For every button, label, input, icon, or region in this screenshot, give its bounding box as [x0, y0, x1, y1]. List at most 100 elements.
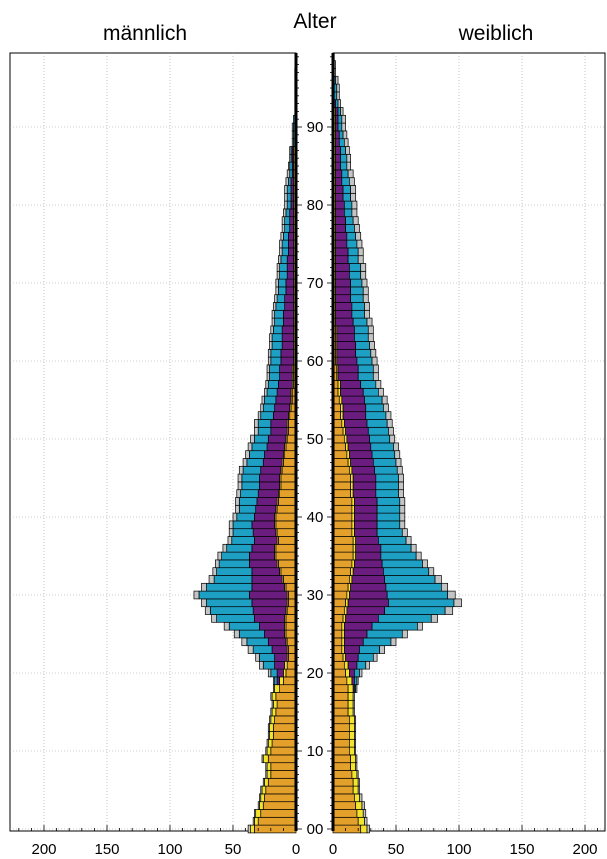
bar-female-age-29-orange: [332, 598, 346, 608]
bar-female-age-69-gray: [362, 286, 369, 296]
bar-female-age-90-teal: [337, 122, 343, 132]
title-age: Alter: [293, 10, 336, 33]
bar-male-age-81-gray: [284, 192, 288, 202]
bar-male-age-9-yellow: [262, 754, 269, 764]
bar-male-age-14-orange: [274, 715, 297, 725]
bar-male-age-68-teal: [276, 294, 286, 303]
bar-male-age-8-orange: [270, 762, 297, 771]
bar-female-age-30-purple: [349, 590, 388, 600]
bar-female-age-90-gray: [341, 122, 346, 132]
bar-male-age-31-purple: [251, 582, 286, 592]
bar-female-age-19-teal: [354, 676, 358, 686]
bar-female-age-89-gray: [342, 130, 348, 140]
bar-female-age-30-gray: [447, 590, 456, 600]
bar-male-age-1-gray: [252, 816, 255, 826]
x-tick-label-female: 200: [572, 841, 597, 858]
bar-male-age-73-gray: [278, 255, 282, 264]
bar-male-age-9-orange: [267, 754, 297, 764]
bar-female-age-88-teal: [338, 138, 345, 147]
bar-female-age-56-purple: [340, 387, 364, 397]
bar-female-age-70-teal: [350, 278, 363, 288]
bar-male-age-46-teal: [242, 465, 262, 475]
bar-male-age-40-gray: [232, 512, 238, 522]
bar-female-age-59-gray: [372, 364, 379, 374]
bar-female-age-66-gray: [364, 309, 370, 319]
bar-male-age-66-purple: [283, 309, 294, 319]
bar-male-age-21-teal: [262, 660, 275, 670]
bar-male-age-73-teal: [280, 255, 288, 264]
bar-female-age-43-orange: [332, 489, 351, 498]
bar-male-age-79-gray: [283, 208, 287, 218]
bar-female-age-70-purple: [335, 278, 351, 288]
bar-male-age-80-teal: [286, 200, 292, 210]
bar-female-age-39-gray: [399, 520, 406, 530]
bar-female-age-73-teal: [347, 255, 359, 264]
bar-female-age-93-gray: [337, 99, 341, 108]
bar-male-age-18-orange: [279, 684, 297, 693]
bar-male-age-40-orange: [275, 512, 297, 522]
bar-male-age-13-yellow: [269, 723, 274, 732]
bar-male-age-3-yellow: [259, 801, 264, 810]
bar-male-age-38-teal: [232, 528, 254, 537]
bar-male-age-39-orange: [275, 520, 297, 530]
bar-female-age-3-orange: [332, 801, 357, 810]
bar-female-age-59-purple: [337, 364, 359, 374]
bar-female-age-66-teal: [351, 309, 365, 319]
bar-male-age-79-teal: [285, 208, 291, 218]
bar-female-age-89-purple: [335, 130, 340, 140]
bar-male-age-50-teal: [254, 434, 269, 444]
bar-female-age-39-teal: [376, 520, 401, 530]
bar-male-age-75-teal: [281, 239, 289, 249]
bar-male-age-67-gray: [272, 302, 277, 311]
bar-male-age-33-gray: [212, 567, 217, 576]
bar-female-age-1-gray: [364, 816, 368, 826]
bar-male-age-32-gray: [208, 575, 215, 584]
bar-male-age-48-gray: [245, 450, 250, 459]
bar-female-age-13-orange: [332, 723, 350, 732]
bar-female-age-88-purple: [335, 138, 340, 147]
bar-male-age-57-teal: [267, 380, 279, 389]
bar-male-age-42-orange: [278, 497, 297, 506]
bar-male-age-78-purple: [289, 216, 294, 225]
bar-male-age-74-teal: [281, 247, 289, 257]
bar-female-age-55-gray: [381, 395, 388, 405]
bar-male-age-0-orange: [254, 824, 297, 834]
bar-female-age-77-gray: [354, 224, 360, 233]
bar-male-age-25-orange: [285, 629, 297, 639]
bar-male-age-66-teal: [274, 309, 284, 319]
bar-male-age-72-teal: [279, 263, 288, 272]
bar-male-age-5-yellow: [261, 785, 267, 795]
bar-male-age-34-purple: [249, 559, 278, 569]
bar-female-age-50-teal: [369, 434, 391, 444]
bar-female-age-5-orange: [332, 785, 354, 795]
bar-female-age-56-gray: [378, 387, 384, 397]
bar-female-age-87-teal: [340, 146, 346, 155]
bar-female-age-88-gray: [343, 138, 349, 147]
bar-female-age-49-gray: [393, 442, 399, 452]
bar-female-age-69-purple: [335, 286, 351, 296]
bar-male-age-76-purple: [288, 231, 294, 241]
bar-female-age-22-purple: [345, 653, 359, 662]
x-tick-label-female: 0: [329, 841, 337, 858]
bar-male-age-72-gray: [276, 263, 280, 272]
bar-male-age-67-purple: [284, 302, 294, 311]
bar-female-age-45-orange: [332, 473, 351, 483]
bar-female-age-37-orange: [332, 536, 354, 545]
bar-male-age-35-gray: [217, 551, 223, 561]
bar-female-age-19-purple: [351, 676, 355, 686]
bar-female-age-76-gray: [355, 231, 362, 241]
bar-male-age-37-teal: [231, 536, 255, 545]
bar-female-age-52-purple: [343, 419, 368, 428]
bar-female-age-27-teal: [378, 614, 432, 623]
bar-male-age-36-purple: [251, 543, 275, 553]
age-tick-label: 60: [307, 353, 324, 370]
bar-male-age-30-gray: [193, 590, 200, 600]
bar-female-age-52-yellow: [341, 419, 345, 428]
bar-female-age-8-orange: [332, 762, 351, 771]
bar-female-age-54-yellow: [340, 403, 344, 413]
bar-male-age-25-teal: [238, 629, 265, 639]
bar-female-age-24-yellow: [341, 637, 345, 647]
bar-female-age-18-yellow: [347, 684, 354, 693]
chart-panels: [9, 52, 606, 832]
bar-male-age-83-gray: [285, 177, 289, 186]
